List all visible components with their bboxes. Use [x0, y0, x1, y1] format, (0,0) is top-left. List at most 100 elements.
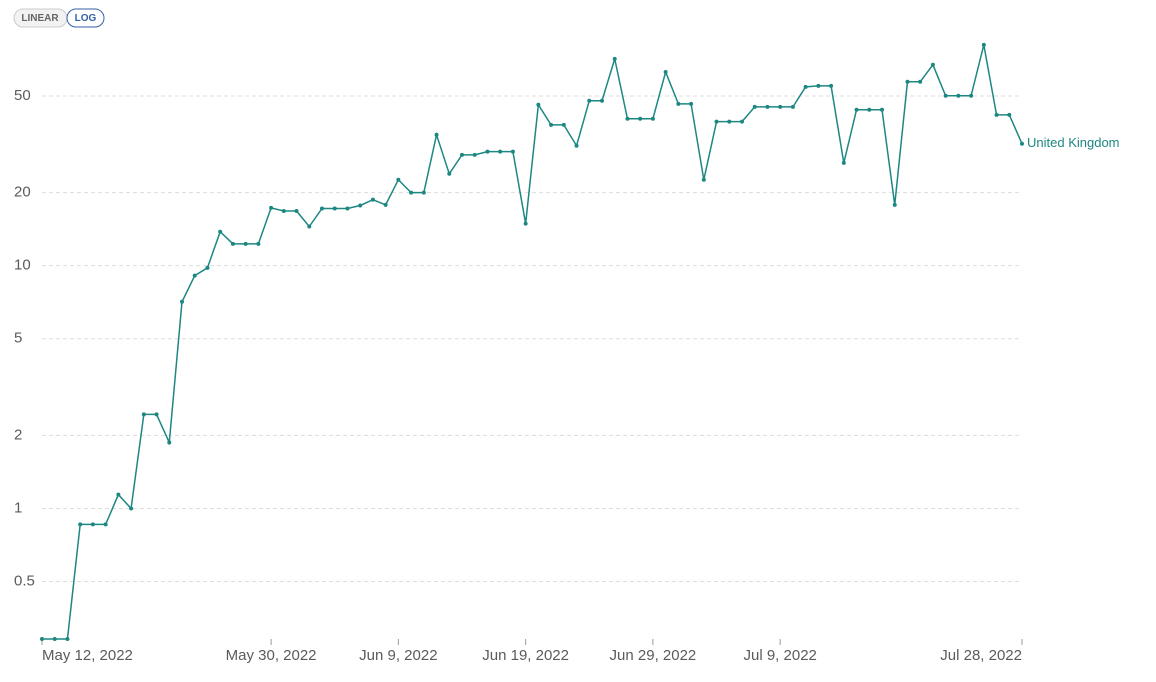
data-point	[52, 637, 57, 641]
data-point	[167, 440, 172, 445]
data-point	[778, 104, 783, 109]
data-point	[294, 208, 299, 213]
data-point	[994, 112, 999, 117]
scale-toggle: LINEAR LOG	[13, 8, 105, 28]
y-tick-label: 0.5	[14, 573, 35, 590]
data-point	[854, 107, 859, 112]
data-point	[663, 69, 668, 74]
y-tick-label: 2	[14, 426, 22, 443]
data-point	[1020, 141, 1024, 146]
y-tick-label: 1	[14, 499, 22, 516]
data-point	[383, 202, 388, 207]
data-point	[574, 143, 579, 148]
data-point	[752, 104, 757, 109]
data-point	[332, 206, 337, 211]
data-point	[345, 206, 350, 211]
data-point	[358, 203, 363, 208]
data-point	[205, 265, 210, 270]
data-point	[638, 116, 643, 121]
y-tick-label: 50	[14, 87, 31, 104]
data-point	[154, 412, 159, 417]
data-point	[740, 119, 744, 124]
data-point	[880, 107, 884, 112]
data-point	[421, 190, 426, 195]
data-point	[689, 101, 694, 106]
data-point	[447, 171, 452, 176]
x-tick-label: May 30, 2022	[226, 647, 317, 664]
data-point	[536, 102, 541, 107]
data-point	[930, 62, 935, 67]
data-point	[460, 152, 464, 157]
data-point	[180, 299, 184, 304]
data-point	[523, 221, 528, 226]
data-point	[192, 273, 197, 278]
data-point	[676, 101, 681, 106]
data-point	[40, 637, 44, 641]
data-point	[905, 79, 910, 84]
data-point	[650, 116, 655, 121]
x-tick-label: Jun 19, 2022	[482, 647, 569, 664]
data-point	[587, 98, 592, 103]
series-label: United Kingdom	[1027, 135, 1120, 150]
data-point	[1007, 112, 1012, 117]
data-point	[816, 83, 821, 88]
data-point	[727, 119, 732, 124]
data-point	[90, 522, 95, 527]
data-point	[625, 116, 630, 121]
data-point	[765, 104, 770, 109]
data-point	[714, 119, 719, 124]
data-point	[434, 132, 439, 137]
linear-label[interactable]: LINEAR	[21, 13, 59, 24]
x-tick-label: Jun 9, 2022	[359, 647, 437, 664]
data-point	[243, 241, 248, 246]
data-point	[510, 149, 515, 154]
x-tick-label: Jun 29, 2022	[610, 647, 697, 664]
data-point	[116, 492, 121, 497]
data-point	[981, 42, 986, 47]
data-point	[829, 83, 834, 88]
data-point	[969, 93, 974, 98]
data-point	[803, 84, 808, 89]
data-point	[892, 202, 897, 207]
data-point	[701, 177, 706, 182]
data-point	[141, 412, 146, 417]
x-tick-label: Jul 28, 2022	[940, 647, 1022, 664]
data-point	[472, 152, 477, 157]
data-point	[103, 522, 108, 527]
y-tick-label: 20	[14, 184, 31, 201]
data-point	[307, 224, 312, 229]
data-point	[230, 241, 235, 246]
x-tick-label: Jul 9, 2022	[743, 647, 816, 664]
data-point	[841, 160, 846, 165]
data-point	[281, 208, 286, 213]
data-point	[370, 197, 375, 202]
data-point	[790, 104, 795, 109]
data-point	[218, 229, 223, 234]
data-point	[396, 177, 401, 182]
y-tick-label: 5	[14, 330, 22, 347]
log-label[interactable]: LOG	[75, 13, 97, 24]
data-point	[561, 122, 566, 127]
data-point	[256, 241, 261, 246]
data-point	[129, 506, 134, 511]
data-point	[612, 56, 617, 61]
x-tick-label: May 12, 2022	[42, 647, 133, 664]
series-line	[42, 44, 1023, 640]
y-tick-label: 10	[14, 257, 31, 274]
data-point	[320, 206, 324, 211]
data-point	[867, 107, 872, 112]
data-point	[78, 522, 83, 527]
data-point	[600, 98, 604, 103]
data-point	[485, 149, 490, 154]
data-point	[943, 93, 948, 98]
log-button[interactable]	[66, 8, 105, 28]
data-point	[498, 149, 503, 154]
data-point	[549, 122, 554, 127]
data-point	[65, 637, 70, 641]
data-point	[409, 190, 414, 195]
data-point	[956, 93, 961, 98]
data-point	[269, 205, 274, 210]
data-point	[918, 79, 923, 84]
